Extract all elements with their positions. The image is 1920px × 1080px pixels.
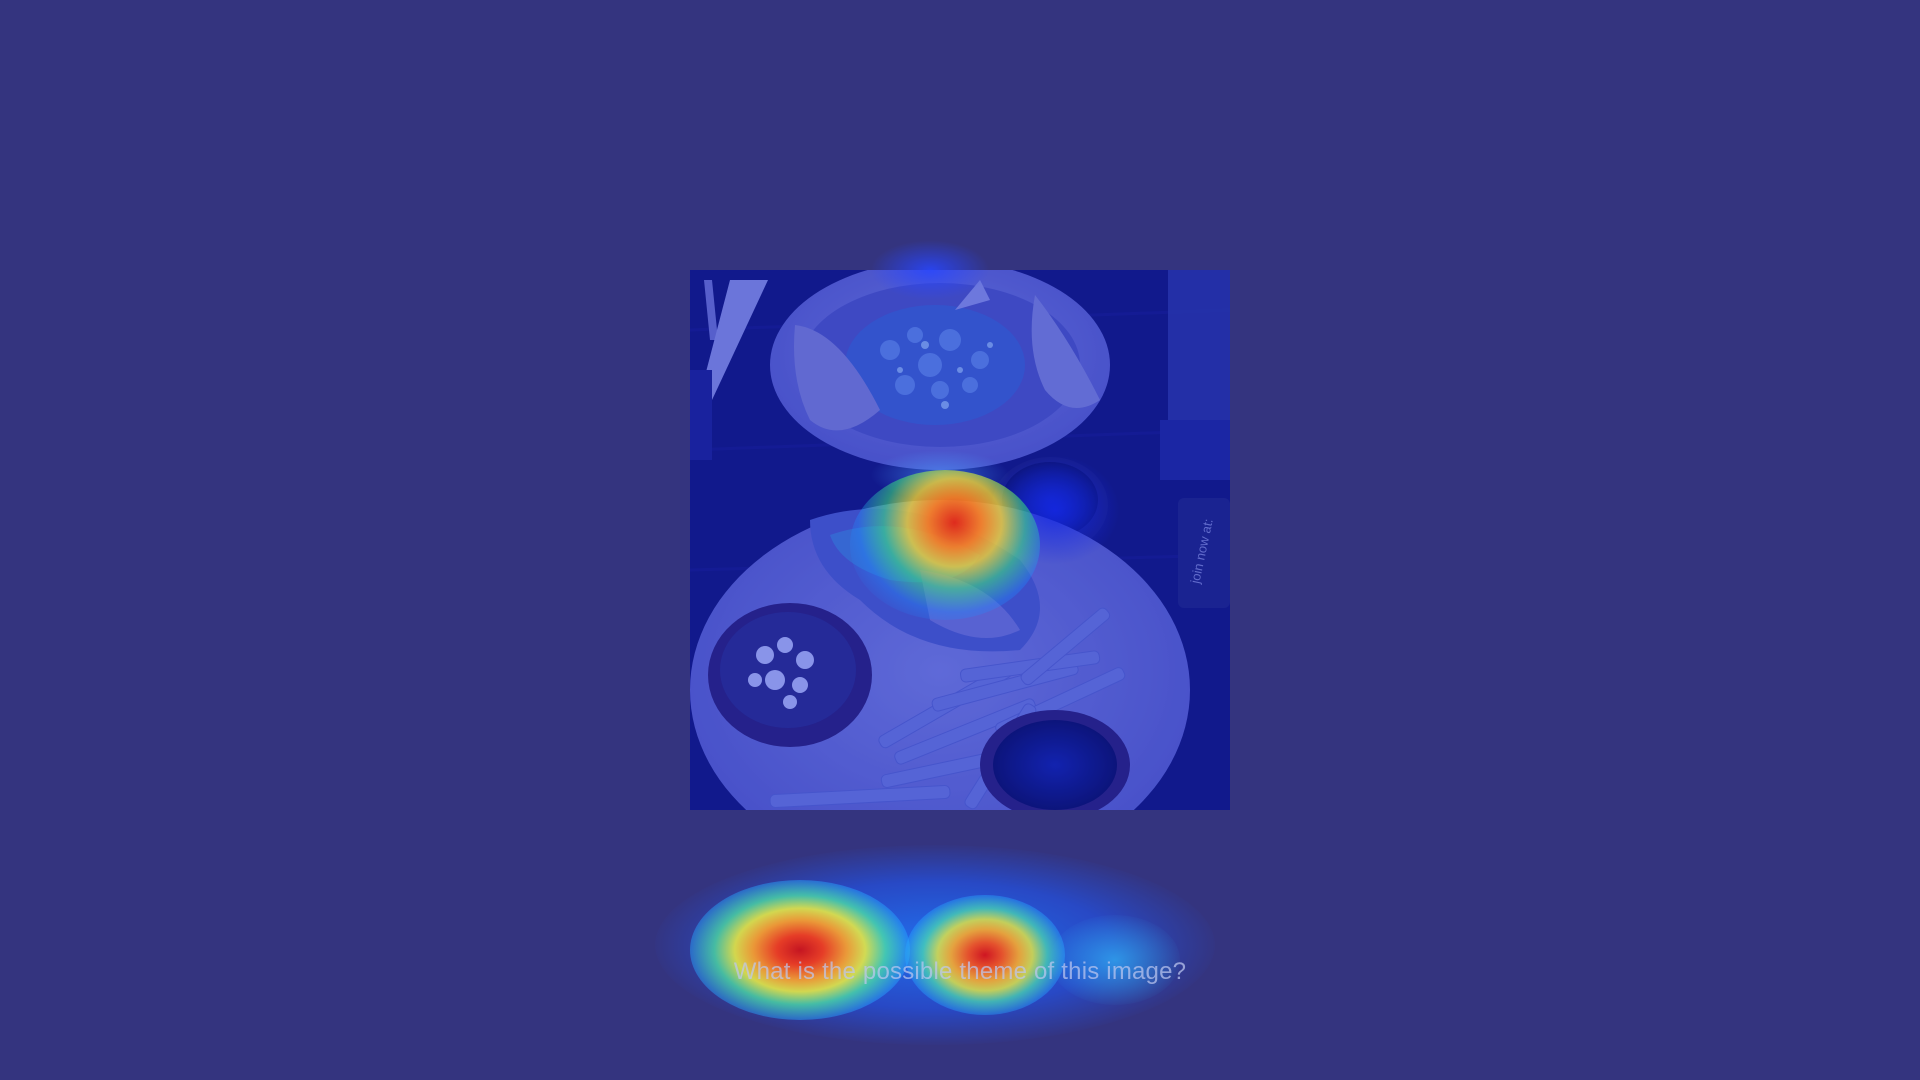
join-sign: join now at: [1178,498,1230,608]
food-photo: join now at: [690,270,1230,810]
cutlery [690,280,768,460]
top-plate [770,270,1110,470]
text-attention-blob-2 [905,895,1065,1015]
question-text: What is the possible theme of this image… [733,958,1187,985]
text-attention-base [655,845,1215,1045]
glass [1160,270,1230,480]
text-attention-blob-1 [690,880,910,1020]
